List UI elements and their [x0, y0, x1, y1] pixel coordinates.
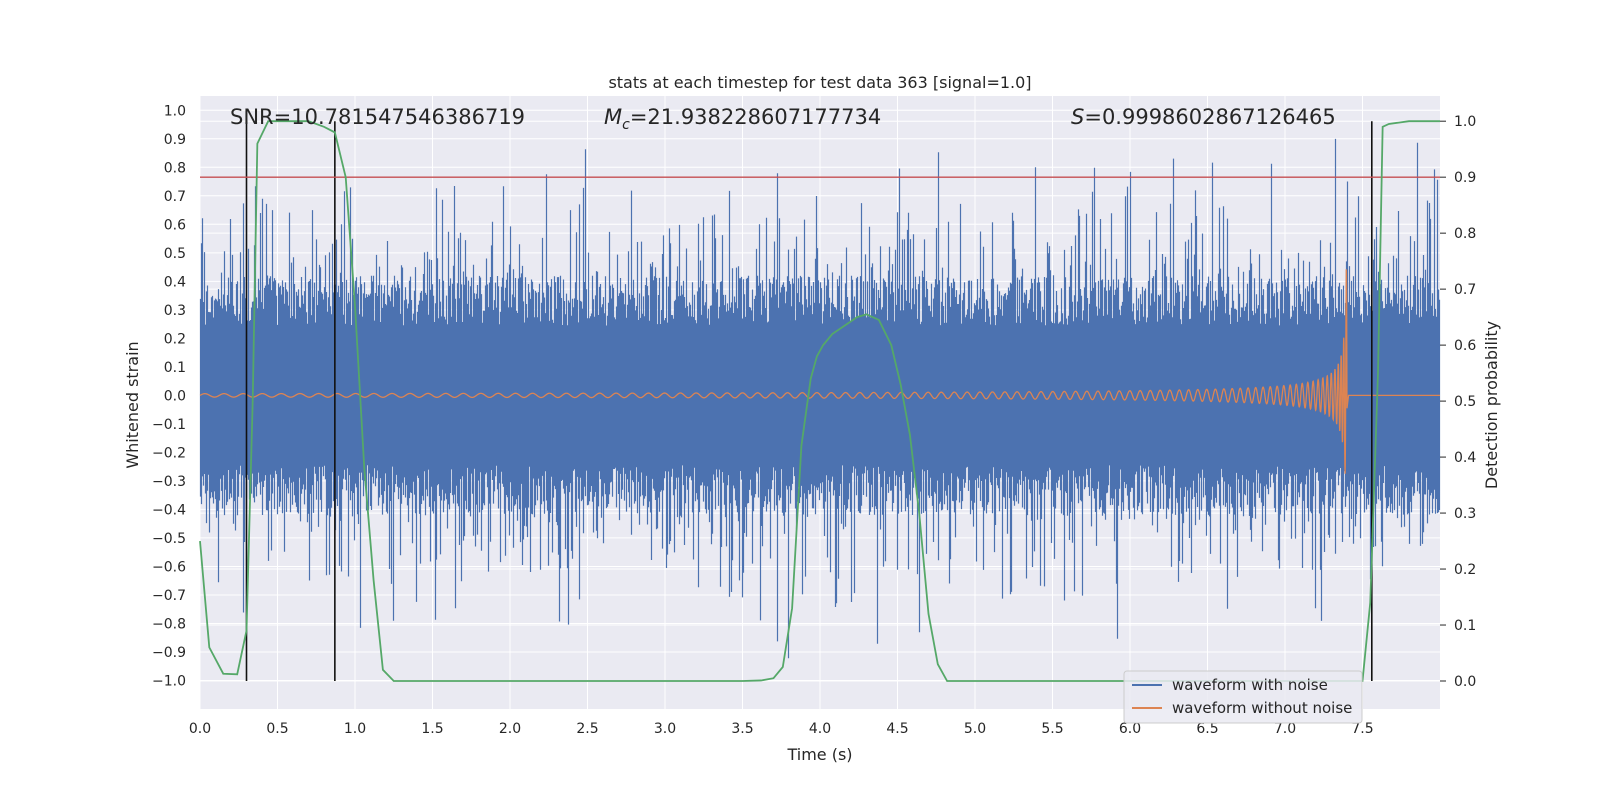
noise-series [199, 138, 1441, 659]
y-right-tick-label: 0.9 [1454, 170, 1476, 186]
tick-labels: 0.0 0.5 1.0 1.5 2.0 2.5 3.0 3.5 4.0 4.5 5.0 5.5 6.0 6… [152, 103, 1476, 737]
chirp-mass-subscript: c [622, 117, 630, 133]
x-tick-label: 7.0 [1274, 721, 1296, 737]
legend: waveform with noise waveform without noi… [1123, 670, 1363, 724]
noise-waveform-line [199, 138, 1441, 659]
y-left-tick-label: 0.8 [164, 160, 186, 176]
y-left-tick-label: −0.4 [152, 502, 186, 518]
y-left-tick-label: −0.1 [152, 417, 186, 433]
score-symbol: S [1071, 105, 1084, 129]
y-left-tick-label: −0.6 [152, 559, 186, 575]
x-tick-label: 4.0 [809, 721, 831, 737]
y-left-tick-label: −0.8 [152, 616, 186, 632]
x-tick-label: 0.5 [266, 721, 288, 737]
x-tick-label: 1.0 [344, 721, 366, 737]
y-axis-left-label: Whitened strain [123, 341, 142, 468]
x-tick-label: 3.5 [731, 721, 753, 737]
x-tick-label: 3.0 [654, 721, 676, 737]
chirp-mass-value: =21.938228607177734 [630, 105, 881, 129]
y-right-tick-label: 0.2 [1454, 562, 1476, 578]
x-tick-label: 5.0 [964, 721, 986, 737]
y-left-tick-label: −0.3 [152, 474, 186, 490]
y-axis-right-label: Detection probability [1482, 321, 1501, 489]
y-right-tick-label: 0.5 [1454, 394, 1476, 410]
y-right-tick-label: 0.1 [1454, 618, 1476, 634]
x-axis-label: Time (s) [786, 745, 852, 764]
legend-label-clean: waveform without noise [1172, 699, 1352, 717]
y-left-tick-label: −1.0 [152, 673, 186, 689]
legend-label-noise: waveform with noise [1172, 676, 1328, 694]
x-tick-label: 5.5 [1041, 721, 1063, 737]
y-left-tick-label: −0.2 [152, 445, 186, 461]
y-left-tick-label: 0.2 [164, 331, 186, 347]
y-left-tick-label: 1.0 [164, 103, 186, 119]
y-right-tick-label: 0.4 [1454, 450, 1476, 466]
clean-waveform-line [199, 269, 1440, 474]
x-tick-label: 6.0 [1119, 721, 1141, 737]
x-tick-label: 1.5 [421, 721, 443, 737]
y-right-tick-label: 0.6 [1454, 338, 1476, 354]
x-tick-label: 4.5 [886, 721, 908, 737]
detection-window-lines [245, 121, 1373, 682]
y-right-tick-label: 0.7 [1454, 282, 1476, 298]
y-left-tick-label: −0.9 [152, 645, 186, 661]
snr-annotation: SNR=10.781547546386719 [230, 105, 525, 129]
score-value: =0.9998602867126465 [1084, 105, 1335, 129]
chirp-series [199, 269, 1440, 474]
chirp-mass-annotation: Mc=21.938228607177734 [604, 105, 881, 133]
y-left-tick-label: 0.3 [164, 303, 186, 319]
y-left-tick-label: 0.0 [164, 388, 186, 404]
x-tick-label: 2.0 [499, 721, 521, 737]
x-tick-label: 0.0 [189, 721, 211, 737]
y-left-tick-label: 0.5 [164, 246, 186, 262]
score-annotation: S=0.9998602867126465 [1071, 105, 1336, 129]
y-right-tick-label: 0.3 [1454, 506, 1476, 522]
chart-title: stats at each timestep for test data 363… [608, 73, 1031, 92]
y-left-tick-label: −0.5 [152, 531, 186, 547]
x-tick-label: 6.5 [1196, 721, 1218, 737]
x-tick-label: 2.5 [576, 721, 598, 737]
chirp-mass-symbol: M [604, 105, 622, 129]
y-right-tick-label: 0.0 [1454, 674, 1476, 690]
y-left-tick-label: 0.7 [164, 189, 186, 205]
legend-box [1123, 670, 1363, 724]
y-right-tick-label: 0.8 [1454, 226, 1476, 242]
y-left-tick-label: 0.9 [164, 132, 186, 148]
y-right-tick-label: 1.0 [1454, 114, 1476, 130]
y-left-tick-label: −0.7 [152, 588, 186, 604]
y-left-tick-label: 0.1 [164, 360, 186, 376]
x-tick-label: 7.5 [1351, 721, 1373, 737]
y-left-tick-label: 0.6 [164, 217, 186, 233]
y-left-tick-label: 0.4 [164, 274, 186, 290]
